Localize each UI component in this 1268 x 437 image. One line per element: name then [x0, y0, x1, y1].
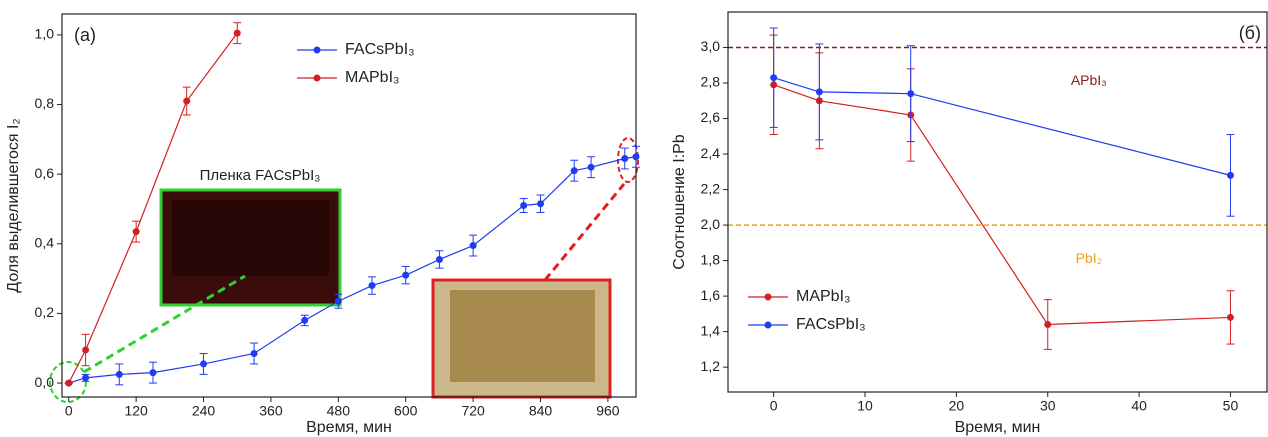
y-tick-label: 1,0	[35, 26, 55, 42]
x-tick-label: 40	[1131, 398, 1147, 414]
data-point	[632, 153, 640, 161]
x-axis-label: Время, мин	[955, 419, 1041, 436]
y-tick-label: 2,8	[701, 74, 721, 90]
legend-marker	[764, 293, 772, 301]
x-tick-label: 240	[192, 403, 216, 419]
data-point	[82, 374, 90, 382]
x-tick-label: 0	[65, 403, 73, 419]
pointer-red	[543, 183, 626, 281]
x-axis-label: Время, мин	[306, 419, 392, 436]
data-point	[621, 154, 629, 162]
data-point	[402, 271, 410, 279]
x-tick-label: 480	[327, 403, 351, 419]
film-dark	[172, 200, 329, 276]
data-point	[233, 29, 241, 37]
series-line	[773, 77, 1231, 176]
data-point	[200, 360, 208, 368]
y-tick-label: 1,6	[701, 287, 721, 303]
y-tick-label: 1,2	[701, 358, 721, 374]
data-point	[183, 97, 191, 105]
data-point	[587, 163, 595, 171]
x-tick-label: 720	[461, 403, 485, 419]
x-tick-label: 840	[529, 403, 553, 419]
y-tick-label: 0,0	[35, 374, 55, 390]
y-tick-label: 2,0	[701, 216, 721, 232]
pointer-green	[83, 274, 246, 374]
data-point	[368, 282, 376, 290]
highlight-green	[49, 361, 87, 403]
data-point	[65, 379, 73, 387]
data-point	[907, 90, 915, 98]
x-tick-label: 0	[770, 398, 778, 414]
data-point	[250, 349, 258, 357]
y-tick-label: 2,4	[701, 145, 721, 161]
data-point	[132, 228, 140, 236]
data-point	[1226, 313, 1234, 321]
y-axis-label: Доля выделившегося I₂	[5, 118, 22, 292]
y-tick-label: 0,2	[35, 304, 55, 320]
y-tick-label: 2,2	[701, 180, 721, 196]
y-axis-label: Соотношение I:Pb	[671, 134, 688, 269]
legend-label: MAPbI₃	[345, 69, 400, 86]
film-yellow	[450, 290, 595, 382]
legend-marker	[764, 321, 772, 329]
x-tick-label: 50	[1223, 398, 1239, 414]
data-point	[1044, 321, 1052, 329]
data-point	[115, 370, 123, 378]
legend-label: FACsPbI₃	[345, 41, 415, 58]
y-tick-label: 0,8	[35, 95, 55, 111]
x-tick-label: 600	[394, 403, 418, 419]
panel-label: (б)	[1239, 23, 1261, 43]
data-point	[815, 88, 823, 96]
data-point	[520, 202, 528, 209]
data-point	[570, 167, 578, 175]
panel-label: (a)	[74, 25, 96, 45]
y-tick-label: 1,8	[701, 251, 721, 267]
data-point	[82, 346, 90, 354]
data-point	[537, 200, 545, 208]
x-tick-label: 10	[857, 398, 873, 414]
reference-label: PbI₂	[1076, 250, 1102, 266]
data-point	[770, 74, 778, 82]
x-tick-label: 20	[949, 398, 965, 414]
data-point	[149, 369, 157, 377]
plot: 0 120 240 360 480 600 720 840 960 0,0 0,2 0,4 0,6 0,8…	[5, 13, 640, 436]
axes-frame	[61, 13, 637, 398]
y-tick-label: 3,0	[701, 38, 721, 54]
data-point	[301, 316, 309, 324]
y-tick-label: 2,6	[701, 109, 721, 125]
x-tick-label: 960	[596, 403, 620, 419]
x-tick-label: 360	[259, 403, 283, 419]
x-tick-label: 30	[1040, 398, 1056, 414]
insets: Пленка FACsPbI₃	[49, 137, 639, 403]
data-point	[334, 297, 342, 305]
legend-label: MAPbI₃	[796, 288, 851, 305]
y-tick-label: 0,4	[35, 235, 55, 251]
plot: APbI₃ PbI₂ 0 10 20 30 40 50 1,2 1,4 1,6 1,8 2,0 2,2 2,…	[671, 11, 1268, 436]
y-tick-label: 0,6	[35, 165, 55, 181]
inset-label: Пленка FACsPbI₃	[200, 167, 321, 184]
legend-marker	[313, 46, 321, 54]
legend-marker	[313, 74, 321, 82]
data-point	[1226, 171, 1234, 179]
axes-frame	[727, 11, 1268, 393]
data-point	[435, 255, 443, 263]
x-tick-label: 120	[124, 403, 148, 419]
legend-label: FACsPbI₃	[796, 316, 866, 333]
y-tick-label: 1,4	[701, 322, 721, 338]
data-point	[469, 242, 477, 250]
reference-label: APbI₃	[1071, 72, 1107, 88]
